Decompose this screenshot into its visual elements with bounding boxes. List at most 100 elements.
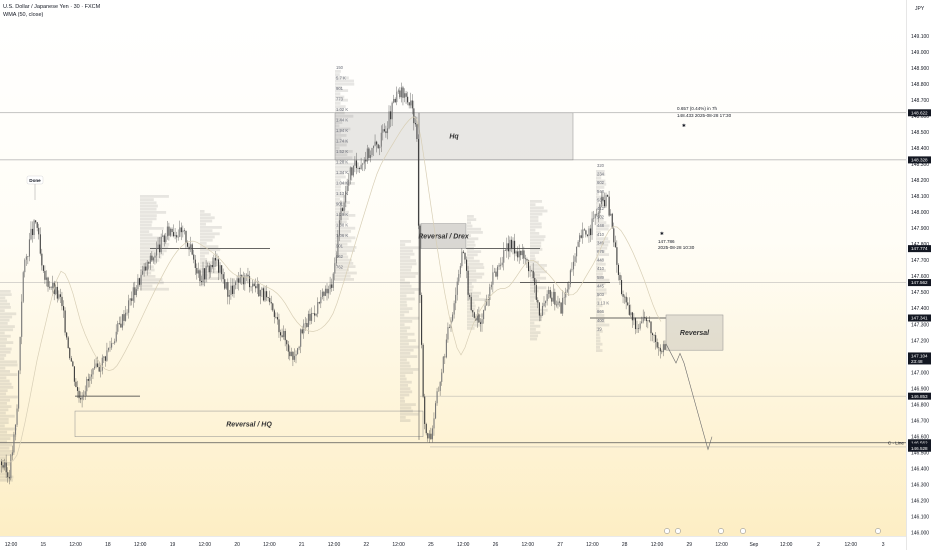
volume-profile-bar [0,344,6,348]
x-tick-label: 12:00 [651,542,664,548]
volume-profile-bar [530,216,539,219]
candle-body [182,230,184,233]
x-tick-label: 12:00 [845,542,858,548]
volume-profile-bar [0,290,11,293]
candle-body [569,270,571,285]
volume-profile-bar [530,241,542,245]
volume-profile-bar [0,366,6,370]
candle-body [599,204,601,214]
x-tick-label: 12:00 [392,542,405,548]
candle-body [400,87,402,98]
candle-body [235,281,237,286]
volume-profile-bar [596,304,603,308]
candle-body [87,379,89,381]
volume-profile-bar [335,153,348,156]
volume-profile-label: 901 [336,86,344,91]
volume-profile-bar [200,229,213,232]
candle-body [373,145,375,149]
candle-body [75,381,77,388]
volume-profile-bar [400,281,410,285]
candle-body [191,244,193,255]
candle-body [633,318,635,321]
volume-profile-bar [335,268,349,272]
candle-body [89,376,91,381]
candle-body [239,274,241,283]
volume-profile-bar [467,256,474,260]
volume-profile-bar [596,346,601,349]
volume-profile-bar [0,350,11,354]
y-tick-label: 148.200 [911,178,929,184]
volume-profile-bar [335,217,349,220]
volume-profile-bar [335,255,349,259]
candle-body [318,302,320,304]
volume-profile-bar [0,456,6,460]
candle-body [90,374,92,377]
candle-body [146,261,148,271]
range-measure-text: 0.657 (0.44%) in 7h [677,106,718,111]
candle-body [497,266,499,277]
zone-label: Reversal / HQ [226,421,272,428]
candle-body [345,191,347,203]
volume-profile-bar [0,341,14,344]
candle-body [92,368,94,375]
volume-profile-bar [0,312,17,316]
volume-profile-bar [596,176,602,180]
volume-profile-bar [467,314,484,317]
volume-profile-bar [400,268,412,272]
volume-profile-bar [200,277,220,280]
volume-profile-bar [596,186,605,189]
candle-body [343,202,345,211]
candle-body [365,159,367,162]
volume-profile-bar [467,250,482,253]
candle-body [445,339,447,358]
candle-body [180,227,182,233]
volume-profile-bar [400,240,412,243]
volume-profile-bar [467,295,480,298]
volume-profile-bar [530,302,539,306]
candle-body [8,477,10,479]
candle-body [208,265,210,273]
candle-body [152,257,154,261]
candle-body [117,323,119,332]
volume-profile-bar [0,437,11,440]
volume-profile-bar [596,179,606,183]
y-tick-label: 146.200 [911,498,929,504]
volume-profile-bar [400,336,408,339]
volume-profile-bar [0,398,11,402]
candle-body [607,195,609,197]
volume-profile-bar [0,405,12,408]
volume-profile-label: 150 [336,65,344,70]
volume-profile-bar [200,264,217,268]
candle-body [621,280,623,294]
candle-body [532,270,534,279]
volume-profile-bar [140,207,157,211]
volume-profile-bar [200,232,220,236]
volume-profile-label: 1.74 K [336,139,348,144]
candle-body [244,275,246,285]
candle-body [538,302,540,316]
candle-body [410,100,412,106]
candle-body [61,296,63,307]
candle-body [233,285,235,294]
candle-body [469,294,471,297]
volume-profile-bar [530,251,540,254]
candle-body [225,282,227,289]
y-tick-label: 148.500 [911,130,929,136]
candle-body [529,270,531,272]
volume-profile-bar [467,224,473,228]
candle-body [543,303,545,307]
candle-body [109,347,111,349]
candle-body [194,259,196,268]
candle-body [518,250,520,258]
volume-profile-label: 1.04 K [336,181,348,186]
candle-body [317,302,319,314]
candle-body [112,343,114,344]
volume-profile-bar [596,170,605,173]
candle-body [264,291,266,301]
zone-box [665,314,724,351]
candle-body [628,305,630,315]
candle-body [559,301,561,303]
candle-body [214,257,216,261]
candle-body [121,314,123,328]
